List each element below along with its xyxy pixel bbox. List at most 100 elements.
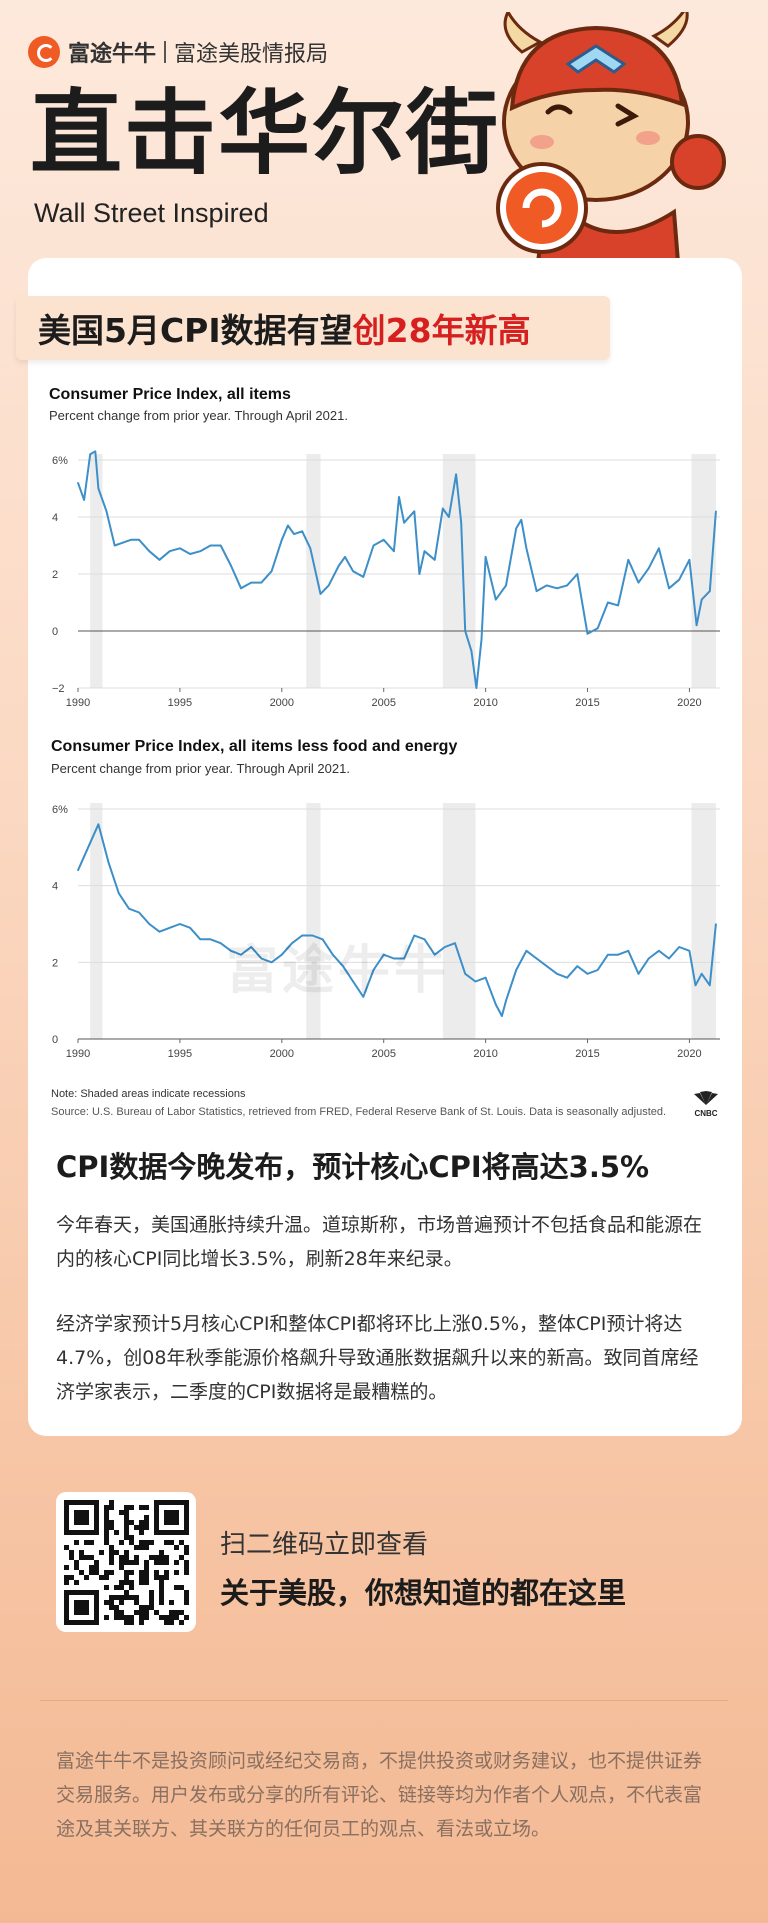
- x-tick-label: 2010: [473, 697, 497, 709]
- data-point: [501, 1015, 503, 1017]
- data-point: [113, 544, 116, 547]
- data-point: [291, 942, 293, 944]
- y-tick-label: 2: [52, 957, 58, 969]
- futu-logo-icon: [28, 36, 60, 68]
- data-point: [413, 934, 416, 937]
- qr-tagline: 关于美股，你想知道的都在这里: [220, 1576, 627, 1610]
- y-tick-label: 4: [52, 881, 58, 893]
- data-point: [556, 587, 558, 590]
- data-point: [442, 507, 444, 510]
- data-point: [448, 516, 450, 518]
- y-tick-label: 6%: [52, 804, 68, 816]
- data-point: [77, 869, 79, 872]
- y-tick-label: −2: [52, 683, 65, 695]
- x-tick-label: 1990: [66, 697, 90, 709]
- paragraph-2: 经济学家预计5月核心CPI和整体CPI都将环比上涨0.5%，整体CPI预计将达4…: [56, 1313, 699, 1403]
- data-point: [715, 510, 717, 513]
- brand-column-name: 富途美股情报局: [174, 42, 329, 67]
- data-point: [566, 976, 568, 979]
- cnbc-logo: CNBC: [690, 1090, 722, 1118]
- data-point: [627, 950, 630, 952]
- data-point: [209, 938, 212, 941]
- x-tick-label: 1995: [168, 1048, 192, 1060]
- brand-header: 富途牛牛 富途美股情报局: [28, 36, 328, 68]
- data-point: [495, 1003, 497, 1006]
- data-point: [688, 558, 691, 561]
- data-point: [130, 539, 132, 541]
- data-point: [668, 587, 670, 590]
- data-point: [179, 547, 181, 550]
- x-tick-label: 2015: [575, 1048, 599, 1060]
- recession-band: [306, 803, 321, 1039]
- data-point: [658, 547, 660, 550]
- data-point: [117, 892, 120, 895]
- data-point: [484, 976, 487, 979]
- data-point: [219, 942, 222, 944]
- data-point: [709, 590, 711, 592]
- data-point: [545, 965, 548, 967]
- data-point: [617, 604, 619, 607]
- data-point: [107, 861, 110, 864]
- bull-mascot-icon: [496, 12, 726, 262]
- data-point: [327, 584, 330, 587]
- data-point: [556, 973, 558, 975]
- data-point: [331, 953, 334, 956]
- data-point: [403, 521, 405, 524]
- data-point: [362, 996, 365, 998]
- data-point: [464, 630, 467, 632]
- data-point: [617, 953, 619, 956]
- data-point: [94, 450, 97, 453]
- data-point: [342, 965, 344, 967]
- recession-band: [306, 454, 321, 688]
- data-point: [398, 496, 400, 498]
- data-point: [250, 946, 253, 948]
- recession-band: [691, 803, 716, 1039]
- data-point: [515, 969, 517, 971]
- y-tick-label: 0: [52, 1034, 58, 1046]
- data-point: [596, 969, 599, 971]
- recession-band: [90, 454, 103, 688]
- data-point: [455, 473, 457, 476]
- x-tick-label: 2005: [371, 1048, 395, 1060]
- data-point: [423, 550, 426, 552]
- data-point: [637, 581, 640, 584]
- section-title: CPI数据今晚发布，预计核心CPI将高达3.5%: [56, 1150, 650, 1184]
- data-point: [695, 624, 698, 627]
- data-point: [77, 482, 79, 484]
- x-tick-label: 2005: [371, 697, 395, 709]
- data-point: [586, 973, 589, 975]
- data-point: [179, 923, 181, 925]
- data-point: [362, 576, 365, 578]
- data-point: [433, 558, 436, 561]
- paragraph-1: 今年春天，美国通胀持续升温。道琼斯称，市场普遍预计不包括食品和能源在内的核心CP…: [56, 1214, 703, 1270]
- chart1-subtitle: Percent change from prior year. Through …: [49, 408, 348, 423]
- data-point: [505, 584, 507, 587]
- data-point: [382, 539, 385, 541]
- qr-code[interactable]: [56, 1492, 196, 1632]
- data-point: [158, 558, 161, 561]
- headline-banner: 美国5月CPI数据有望 创28年新高: [16, 296, 610, 360]
- data-point: [393, 957, 395, 960]
- data-point: [97, 487, 100, 490]
- data-point: [293, 533, 295, 535]
- data-point: [240, 953, 242, 956]
- data-point: [607, 953, 609, 956]
- data-point: [515, 527, 517, 530]
- data-point: [525, 547, 528, 550]
- data-point: [189, 927, 191, 929]
- data-point: [470, 650, 473, 652]
- data-point: [545, 584, 548, 587]
- core-cpi-chart: 6% 4 2 0 1990 1995 2000 2005 2010 2015 2020: [52, 803, 720, 1060]
- data-point: [535, 957, 538, 960]
- data-point: [219, 544, 222, 547]
- y-tick-label: 4: [52, 512, 58, 524]
- data-point: [627, 558, 630, 561]
- data-point: [128, 907, 130, 910]
- x-tick-label: 2020: [677, 697, 701, 709]
- data-point: [576, 965, 579, 967]
- data-point: [566, 584, 568, 587]
- data-point: [148, 550, 151, 552]
- data-point: [444, 946, 446, 948]
- brand-divider: [164, 41, 167, 63]
- data-point: [168, 927, 171, 929]
